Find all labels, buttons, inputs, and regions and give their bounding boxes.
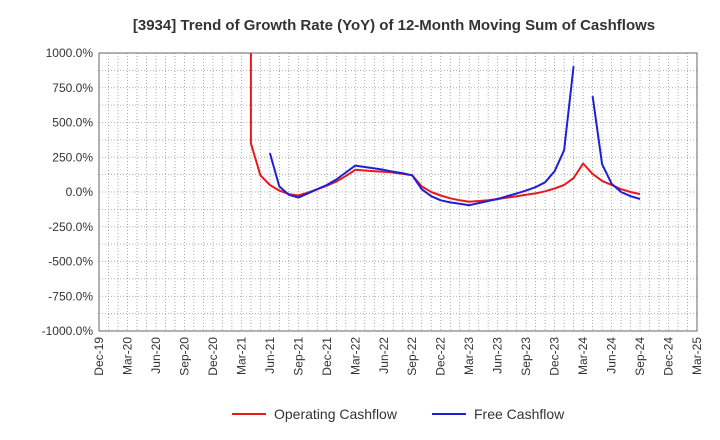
legend-operating-label: Operating Cashflow bbox=[274, 406, 398, 422]
free-cashflow-line bbox=[268, 66, 575, 207]
y-tick-label: -500.0% bbox=[48, 255, 93, 269]
x-tick-label: Dec-22 bbox=[434, 337, 448, 376]
y-tick-label: 750.0% bbox=[52, 81, 93, 95]
x-tick-label: Sep-24 bbox=[633, 337, 647, 376]
y-tick-label: -1000.0% bbox=[42, 324, 94, 338]
y-tick-label: -250.0% bbox=[48, 220, 93, 234]
y-tick-label: 250.0% bbox=[52, 150, 93, 164]
x-tick-label: Jun-20 bbox=[149, 337, 163, 374]
plot-area: 1000.0% 750.0% 500.0% 250.0% 0.0% -250.0% -500… bbox=[42, 46, 704, 376]
x-tick-label: Mar-24 bbox=[576, 337, 590, 375]
x-tick-label: Mar-20 bbox=[120, 337, 134, 375]
x-tick-label: Dec-20 bbox=[206, 337, 220, 376]
y-tick-label: 1000.0% bbox=[46, 46, 94, 60]
x-tick-label: Dec-23 bbox=[548, 337, 562, 376]
x-tick-label: Mar-23 bbox=[462, 337, 476, 375]
y-tick-label: 500.0% bbox=[52, 116, 93, 130]
plot-background bbox=[99, 53, 697, 331]
x-tick-label: Sep-20 bbox=[177, 337, 191, 376]
x-tick-label: Jun-23 bbox=[491, 337, 505, 374]
plot-frame bbox=[98, 52, 698, 332]
x-tick-label: Dec-24 bbox=[662, 337, 676, 376]
x-tick-label: Mar-25 bbox=[690, 337, 704, 375]
legend: Operating Cashflow Free Cashflow bbox=[232, 406, 565, 422]
legend-free-label: Free Cashflow bbox=[474, 406, 565, 422]
x-tick-label: Sep-22 bbox=[405, 337, 419, 376]
x-tick-label: Sep-21 bbox=[291, 337, 305, 376]
x-tick-label: Dec-19 bbox=[92, 337, 106, 376]
x-tick-label: Mar-21 bbox=[234, 337, 248, 375]
x-tick-label: Mar-22 bbox=[348, 337, 362, 375]
x-tick-label: Dec-21 bbox=[320, 337, 334, 376]
y-tick-label: 0.0% bbox=[66, 185, 94, 199]
x-tick-label: Jun-24 bbox=[605, 337, 619, 374]
free-cashflow-line bbox=[591, 95, 641, 200]
x-tick-label: Jun-22 bbox=[377, 337, 391, 374]
x-tick-label: Jun-21 bbox=[263, 337, 277, 374]
chart-title: [3934] Trend of Growth Rate (YoY) of 12-… bbox=[133, 17, 655, 34]
y-tick-label: -750.0% bbox=[48, 289, 93, 303]
x-tick-label: Sep-23 bbox=[519, 337, 533, 376]
